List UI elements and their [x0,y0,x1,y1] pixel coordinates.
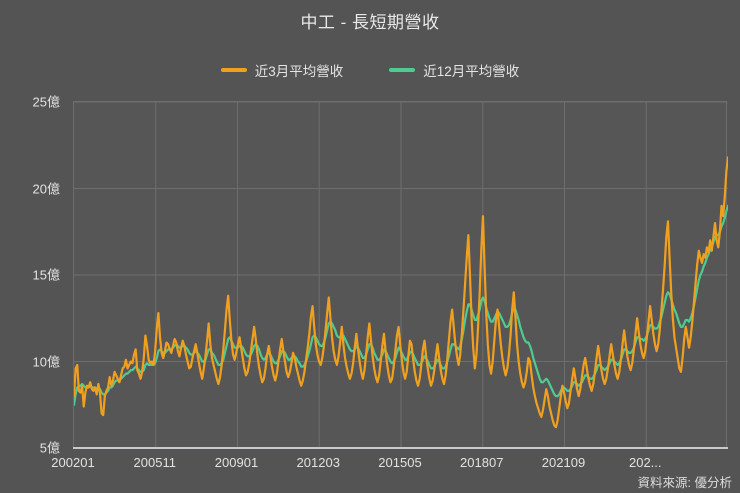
legend-item-short-term[interactable]: 近3月平均營收 [220,60,344,80]
series-line-short-term [74,156,728,429]
y-axis-tick: 5億 [39,440,60,456]
x-axis-tick: 201807 [460,455,504,470]
plot-area[interactable] [73,101,728,448]
page-title: 中工 - 長短期營收 [300,13,440,32]
x-axis-tick: 202109 [541,455,586,470]
x-axis-tick: 200511 [133,455,176,470]
y-axis: 25億 20億 15億 10億 5億 [0,0,68,493]
x-axis-tick: 200901 [214,455,259,470]
legend-label-short-term: 近3月平均營收 [254,64,344,79]
legend-label-long-term: 近12月平均營收 [423,64,520,79]
y-axis-tick: 10億 [32,354,60,369]
x-axis-tick: 201203 [296,455,340,470]
legend-swatch-short-term [220,68,247,72]
x-axis-line [73,447,728,449]
x-axis-tick: 202... [628,455,662,470]
legend-swatch-long-term [389,68,416,72]
y-axis-tick: 20億 [32,181,60,196]
source-attribution: 資料來源: 優分析 [637,476,732,490]
y-axis-tick: 25億 [32,94,60,110]
x-axis-tick: 201505 [378,455,422,470]
chart-legend: 近3月平均營收 近12月平均營收 [0,60,740,80]
x-axis-tick: 200201 [51,455,95,470]
y-axis-tick: 15億 [32,267,60,283]
series-plot [74,102,728,448]
legend-item-long-term[interactable]: 近12月平均營收 [389,60,519,80]
